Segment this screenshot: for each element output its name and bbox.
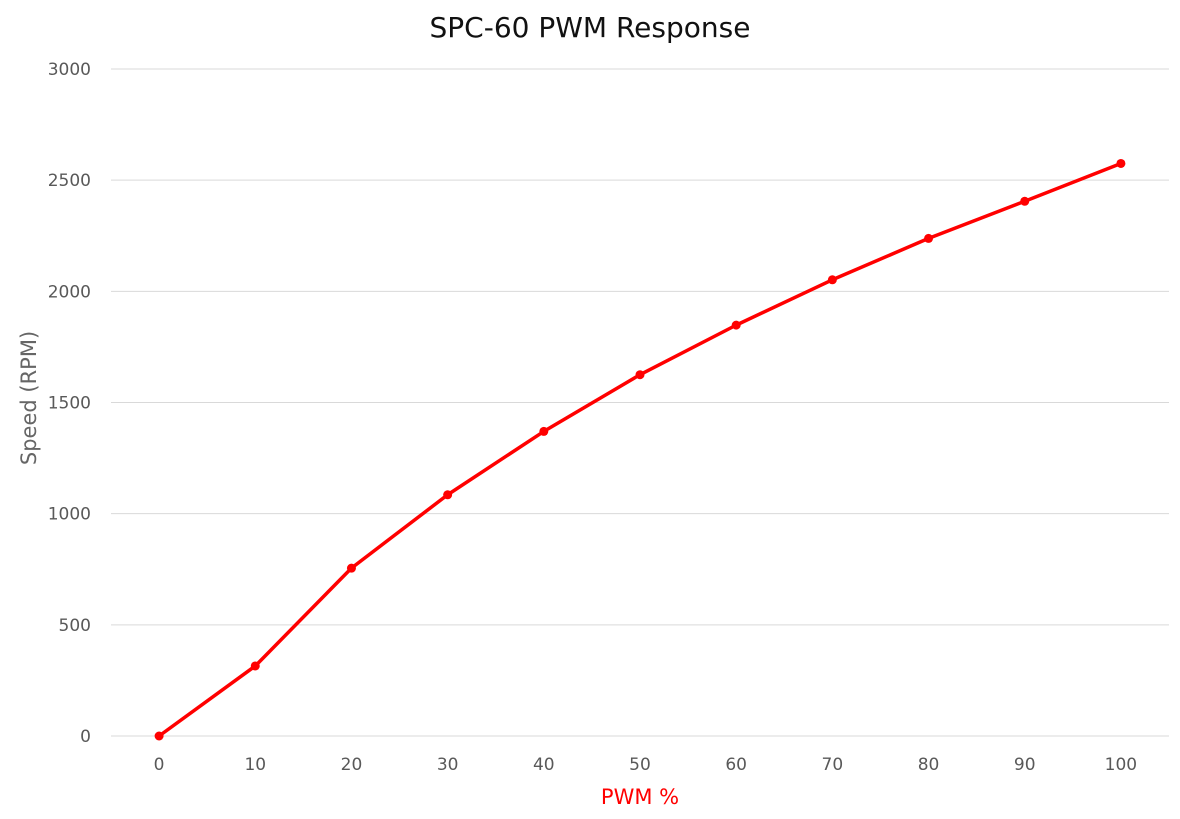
x-axis-ticks: 0 10 20 30 40 50 60 70 80 90 100 (154, 755, 1137, 775)
y-tick-label: 2500 (48, 171, 91, 191)
data-point (346, 563, 356, 573)
x-tick-label: 20 (341, 755, 363, 775)
data-point (443, 490, 453, 500)
data-point (827, 275, 837, 285)
y-axis-title: Speed (RPM) (17, 331, 41, 465)
x-tick-label: 40 (533, 755, 555, 775)
x-tick-label: 100 (1105, 755, 1137, 775)
chart-title: SPC-60 PWM Response (430, 11, 751, 44)
data-point (731, 320, 741, 330)
x-tick-label: 10 (244, 755, 266, 775)
series-line (157, 161, 1123, 738)
data-point (635, 370, 645, 380)
y-tick-label: 0 (80, 727, 91, 747)
x-tick-label: 90 (1014, 755, 1036, 775)
data-point (1116, 158, 1126, 168)
y-tick-label: 1500 (48, 394, 91, 414)
y-tick-label: 1000 (48, 505, 91, 525)
x-tick-label: 30 (437, 755, 459, 775)
data-point (154, 731, 164, 741)
y-tick-label: 3000 (48, 60, 91, 80)
y-axis-ticks: 0 500 1000 1500 2000 2500 3000 (48, 60, 91, 747)
x-tick-label: 0 (154, 755, 165, 775)
x-tick-label: 60 (725, 755, 747, 775)
x-tick-label: 70 (822, 755, 844, 775)
data-point (539, 426, 549, 436)
x-tick-label: 50 (629, 755, 651, 775)
x-tick-label: 80 (918, 755, 940, 775)
y-tick-label: 2000 (48, 282, 91, 302)
data-point (1020, 196, 1030, 206)
y-tick-label: 500 (59, 616, 91, 636)
data-point (250, 661, 260, 671)
x-axis-title: PWM % (601, 785, 679, 809)
series-layer (154, 158, 1126, 741)
gridlines (111, 68, 1169, 737)
data-point (924, 233, 934, 243)
